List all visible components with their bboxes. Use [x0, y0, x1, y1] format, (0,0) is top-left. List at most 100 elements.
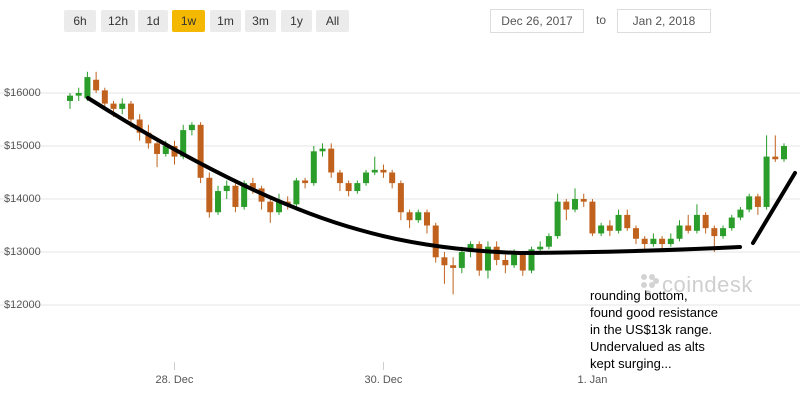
candle-body [267, 201, 274, 213]
candle-body [223, 185, 230, 192]
date-from[interactable]: Dec 26, 2017 [490, 9, 584, 33]
range-button[interactable]: 1m [210, 10, 241, 32]
candle-body [371, 169, 378, 173]
candle-body [363, 172, 370, 184]
candle-body [484, 246, 491, 271]
candle-body [397, 183, 404, 213]
candle-body [554, 201, 561, 237]
candle-body [345, 183, 352, 192]
candle-body [180, 130, 187, 157]
candle-body [458, 252, 465, 268]
trend-line [751, 171, 797, 245]
candle-body [101, 90, 108, 104]
candle-body [154, 143, 161, 154]
candle-body [545, 236, 552, 247]
candle-body [215, 191, 222, 213]
candle-body [641, 238, 648, 245]
candle-body [232, 185, 239, 207]
y-tick-label: $13000 [4, 246, 41, 258]
candle-body [67, 95, 73, 101]
candle-body [763, 156, 770, 207]
annotation-line: kept surging... [590, 356, 672, 371]
x-tick-label: 28. Dec [156, 374, 194, 386]
range-button[interactable]: 3m [245, 10, 276, 32]
candle-body [606, 225, 613, 231]
candle-body [772, 156, 779, 160]
candle-body [519, 254, 526, 271]
y-tick-label: $12000 [4, 299, 41, 311]
candle-body [249, 183, 256, 189]
candle-body [302, 180, 309, 184]
candle-body [319, 148, 326, 152]
y-tick-label: $15000 [4, 140, 41, 152]
candle-body [659, 238, 666, 245]
x-tick-label: 1. Jan [577, 374, 607, 386]
candle-body [354, 183, 361, 192]
candle-body [746, 196, 753, 210]
candle-body [754, 196, 761, 207]
y-tick-label: $16000 [4, 87, 41, 99]
annotation-line: Undervalued as alts [590, 339, 705, 354]
candle-body [615, 214, 622, 231]
annotation-line: rounding bottom, [590, 288, 688, 303]
candle-body [781, 146, 787, 160]
candle-body [693, 214, 700, 231]
candle-body [293, 180, 300, 205]
watermark-icon [641, 274, 659, 296]
candle-body [650, 238, 657, 245]
candle-body [476, 244, 483, 271]
range-button[interactable]: 6h [64, 10, 96, 32]
range-button[interactable]: 1d [138, 10, 168, 32]
candle-body [389, 172, 396, 184]
x-tick-label: 30. Dec [365, 374, 403, 386]
candle-body [328, 148, 335, 173]
candle-body [563, 201, 570, 210]
candle-body [127, 103, 134, 120]
annotation-line: found good resistance [590, 305, 718, 320]
candle-body [432, 225, 439, 258]
candle-body [84, 77, 91, 99]
candle-body [75, 93, 82, 96]
candle-body [197, 124, 204, 178]
candle-body [728, 217, 735, 229]
watermark: coindesk [662, 272, 753, 297]
date-to[interactable]: Jan 2, 2018 [617, 9, 711, 33]
candle-body [624, 214, 631, 229]
candle-body [511, 254, 518, 266]
candle-body [119, 103, 126, 109]
candle-body [537, 246, 544, 250]
annotation-line: in the US$13k range. [590, 322, 713, 337]
candle-body [241, 183, 248, 207]
candle-body [711, 228, 718, 237]
date-separator: to [596, 13, 607, 27]
candle-body [441, 257, 448, 266]
candle-body [336, 172, 343, 184]
candle-body [310, 151, 317, 184]
candle-body [685, 225, 692, 231]
range-button[interactable]: 12h [101, 10, 135, 32]
y-tick-label: $14000 [4, 193, 41, 205]
candle-body [502, 259, 509, 266]
range-button[interactable]: 1w [172, 10, 205, 32]
candle-body [572, 199, 579, 210]
candle-body [162, 146, 169, 154]
candle-body [676, 225, 683, 239]
candle-body [93, 79, 100, 91]
candle-body [380, 169, 387, 173]
candle-body [702, 214, 709, 229]
candle-body [598, 225, 605, 234]
range-button[interactable]: 1y [281, 10, 312, 32]
candle-body [188, 124, 195, 131]
candle-body [632, 228, 639, 239]
candle-body [415, 212, 422, 221]
candle-body [136, 119, 143, 133]
candle-body [406, 212, 413, 221]
candle-body [145, 132, 152, 144]
candle-body [275, 201, 282, 213]
candle-body [450, 265, 457, 268]
range-button[interactable]: All [316, 10, 349, 32]
candle-body [667, 238, 674, 245]
candle-body [424, 212, 430, 226]
